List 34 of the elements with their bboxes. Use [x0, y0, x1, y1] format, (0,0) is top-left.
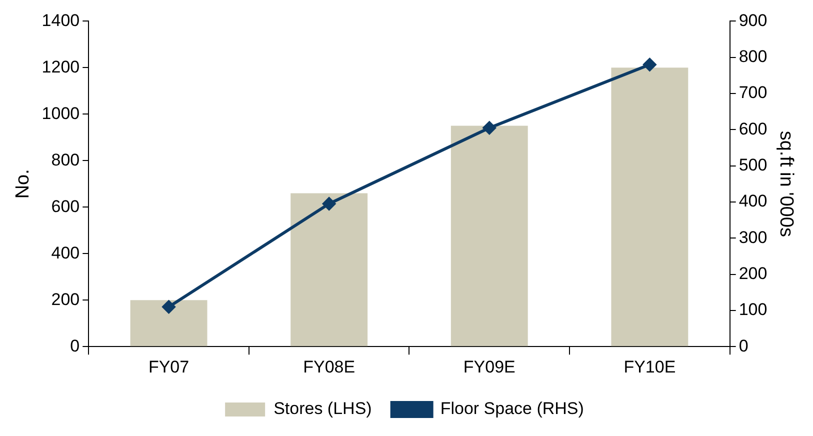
y2-tick-label: 700 [738, 83, 768, 102]
point [643, 58, 656, 72]
y2-tick-label: 800 [738, 47, 768, 66]
y2-axis-title: sq.ft in '000s [775, 130, 796, 237]
bar [130, 300, 208, 346]
point [322, 197, 336, 210]
y2-tick-label: 0 [738, 336, 748, 356]
y2-tick-label: 300 [738, 228, 768, 247]
y2-tick-label: 900 [738, 10, 768, 30]
y2-tick-label: 400 [738, 192, 768, 211]
y-tick-label: 800 [51, 150, 80, 170]
y-tick-label: 400 [51, 243, 80, 262]
point [482, 121, 496, 134]
y-tick-label: 1200 [42, 57, 80, 76]
y2-tick-label: 600 [738, 119, 768, 138]
point [162, 300, 176, 314]
bar [611, 68, 688, 346]
y-axis-title: No. [12, 169, 34, 199]
y-tick-label: 200 [51, 290, 80, 309]
legend-label: Stores (LHS) [274, 399, 372, 418]
y-tick-label: 600 [51, 196, 80, 216]
y2-tick-label: 100 [738, 300, 768, 320]
x-tick-label: FY10E [624, 357, 676, 376]
legend-label: Floor Space (RHS) [440, 399, 584, 418]
y2-tick-label: 200 [738, 264, 768, 283]
y-tick-label: 1400 [42, 10, 80, 30]
y-tick-label: 1000 [42, 104, 80, 123]
x-tick-label: FY08E [303, 357, 356, 376]
bar [450, 126, 528, 346]
y2-tick-label: 500 [738, 156, 768, 175]
bar [290, 193, 368, 346]
x-tick-label: FY09E [463, 357, 516, 376]
x-tick-label: FY07 [148, 357, 190, 376]
y-tick-label: 0 [70, 336, 80, 356]
